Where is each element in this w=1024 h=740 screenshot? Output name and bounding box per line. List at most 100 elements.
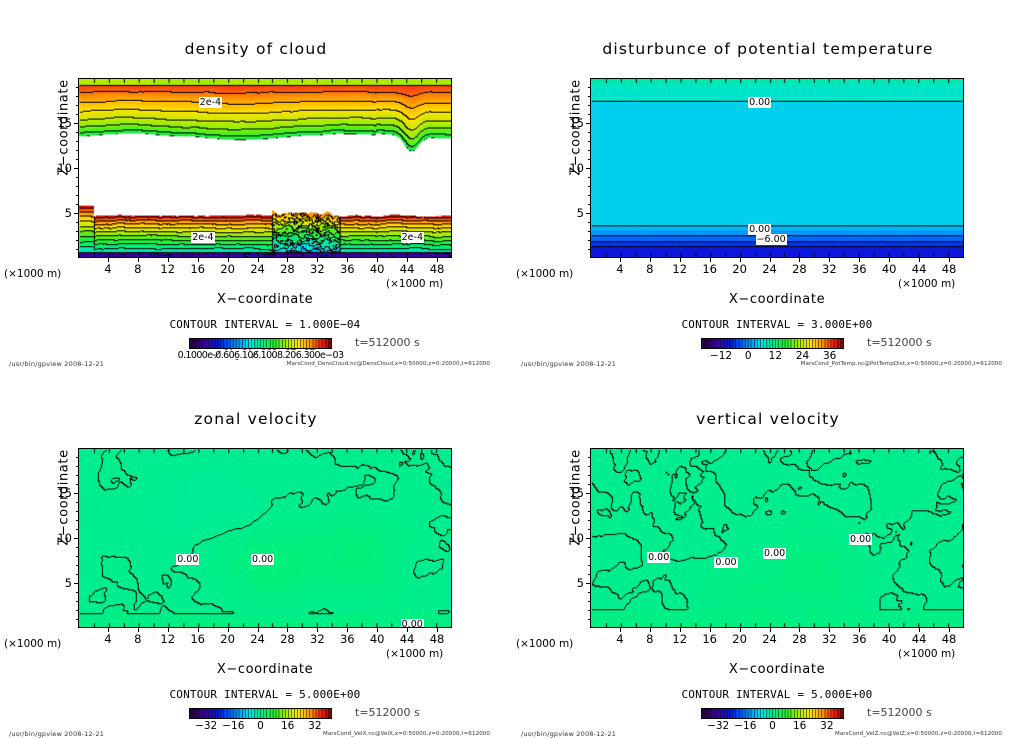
x-tick-label: 40: [881, 262, 897, 276]
x-tick-mark: [859, 628, 861, 632]
y-minor-tick: [76, 222, 79, 223]
colorbar[interactable]: [189, 708, 332, 719]
x-tick-label: 8: [134, 262, 142, 276]
x-tick-mark: [257, 258, 259, 262]
x-tick-label: 12: [160, 262, 176, 276]
y-minor-tick: [588, 592, 591, 593]
contour-interval-label: CONTOUR INTERVAL = 5.000E+00: [681, 688, 873, 701]
y-minor-tick: [588, 159, 591, 160]
x-tick-label: 4: [616, 262, 624, 276]
x-tick-mark: [257, 628, 259, 632]
y-minor-tick: [76, 105, 79, 106]
contour-value-label: 2e-4: [400, 232, 424, 243]
contour-value-label: 0.00: [400, 619, 424, 627]
y-minor-tick: [588, 231, 591, 232]
x-tick-mark: [739, 258, 741, 262]
x-tick-label: 24: [250, 262, 265, 276]
footer-source-label: MarsCond_DensCloud.nc@DensCloud,x=0:5000…: [286, 361, 490, 367]
colorbar-tick-label: 16: [280, 720, 295, 732]
contour-value-label: 0.00: [849, 533, 873, 545]
colorbar-tick-label: 32: [820, 720, 834, 732]
panel-title-velz: vertical velocity: [696, 410, 840, 428]
plot-panel-velx: zonal velocity 0.00 0.00 0.00 Z−coordinate…: [0, 370, 512, 740]
y-axis-unit: (×1000 m): [516, 638, 574, 650]
colorbar-tick-labels: −12 0 12 24 36: [590, 350, 964, 362]
y-minor-tick: [588, 493, 591, 494]
y-minor-tick: [588, 565, 591, 566]
y-minor-tick: [76, 538, 79, 539]
contour-plot-area[interactable]: 2e-4 2e-4 2e-4: [78, 78, 452, 258]
x-tick-label: 12: [672, 262, 688, 276]
y-minor-tick: [76, 484, 79, 485]
contour-plot-area[interactable]: 0.00 0.00 −6.00: [590, 78, 964, 258]
colorbar[interactable]: [701, 708, 844, 719]
contour-value-label: −6.00: [755, 233, 787, 245]
y-minor-tick: [76, 547, 79, 548]
x-axis-label: X−coordinate: [728, 662, 826, 677]
x-tick-mark: [679, 258, 681, 262]
y-minor-tick: [76, 466, 79, 467]
colorbar[interactable]: [189, 338, 332, 349]
x-tick-label: 16: [190, 262, 205, 276]
y-tick-label: 15: [57, 116, 72, 130]
x-tick-mark: [829, 258, 831, 262]
axis-tick-layer: 4 8 12 16 20 24 28 32 36 40 44 48 5 10 15: [0, 0, 512, 370]
x-tick-mark: [619, 258, 621, 262]
colorbar-tick-label: 24: [795, 350, 810, 362]
colorbar-tick-label: 0: [744, 350, 752, 362]
y-tick-label: 5: [64, 206, 72, 220]
colorbar-tick-label: 36: [823, 350, 837, 362]
y-minor-tick: [76, 168, 79, 169]
x-tick-mark: [227, 258, 229, 262]
x-tick-label: 32: [310, 632, 325, 646]
x-tick-label: 20: [220, 632, 235, 646]
x-tick-mark: [709, 628, 711, 632]
footer-source-label: MarsCond_VelZ.nc@VelZ,x=0:50000,z=0:2000…: [834, 731, 1002, 737]
x-tick-mark: [919, 258, 921, 262]
x-tick-mark: [649, 628, 651, 632]
colorbar[interactable]: [701, 338, 844, 349]
contour-canvas: [79, 449, 451, 627]
y-minor-tick: [588, 195, 591, 196]
y-minor-tick: [76, 141, 79, 142]
y-minor-tick: [76, 132, 79, 133]
x-tick-mark: [889, 628, 891, 632]
y-minor-tick: [588, 186, 591, 187]
x-tick-label: 20: [732, 262, 747, 276]
y-minor-tick: [588, 583, 591, 584]
x-tick-mark: [377, 258, 379, 262]
x-tick-label: 16: [702, 262, 717, 276]
y-minor-tick: [76, 457, 79, 458]
colorbar-tick-label: −12: [709, 350, 733, 362]
x-tick-mark: [137, 628, 139, 632]
x-tick-label: 36: [339, 262, 355, 276]
colorbar-tick-label: 12: [768, 350, 783, 362]
y-minor-tick: [76, 96, 79, 97]
x-axis-unit: (×1000 m): [386, 648, 444, 660]
axis-tick-layer: 4 8 12 16 20 24 28 32 36 40 44 48 5 10 15: [512, 0, 1024, 370]
x-tick-label: 28: [792, 632, 807, 646]
x-tick-label: 48: [941, 262, 957, 276]
contour-plot-area[interactable]: 0.00 0.00 0.00 0.00: [590, 448, 964, 628]
y-minor-tick: [588, 484, 591, 485]
timestamp-label: t=512000 s: [355, 336, 420, 349]
x-tick-mark: [287, 258, 289, 262]
y-minor-tick: [588, 610, 591, 611]
x-tick-mark: [167, 628, 169, 632]
colorbar-tick-label: 0: [257, 720, 264, 732]
y-minor-tick: [588, 529, 591, 530]
y-minor-tick: [76, 240, 79, 241]
y-minor-tick: [588, 114, 591, 115]
colorbar-canvas: [702, 339, 843, 348]
x-tick-mark: [769, 258, 771, 262]
contour-value-label: 0.00: [714, 557, 738, 568]
contour-value-label: 2e-4: [191, 232, 215, 243]
x-tick-label: 48: [429, 632, 445, 646]
y-minor-tick: [588, 520, 591, 521]
x-tick-mark: [137, 258, 139, 262]
y-minor-tick: [588, 204, 591, 205]
x-tick-mark: [167, 258, 169, 262]
x-tick-mark: [919, 628, 921, 632]
contour-plot-area[interactable]: 0.00 0.00 0.00: [78, 448, 452, 628]
x-tick-label: 40: [881, 632, 897, 646]
